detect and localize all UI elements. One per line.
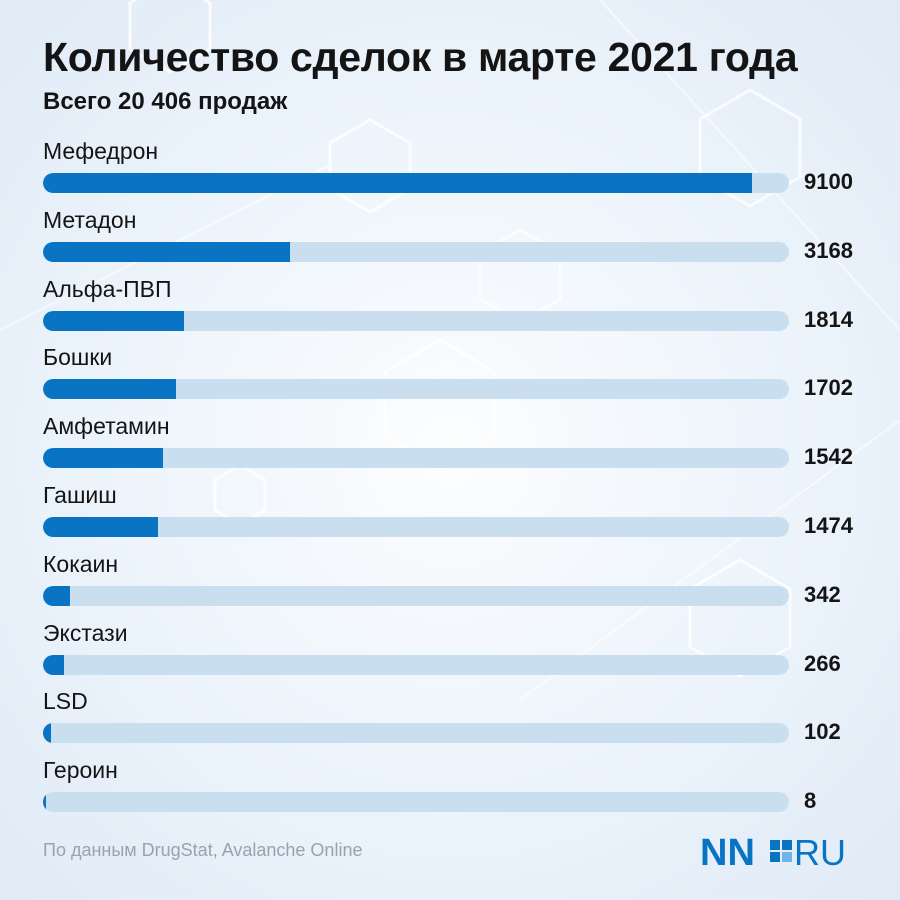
category-label: Альфа-ПВП [43, 275, 172, 302]
bar [43, 517, 158, 537]
bar-track [43, 241, 789, 262]
category-label: Амфетамин [43, 413, 170, 440]
value-label: 1814 [804, 306, 853, 332]
category-label: Экстази [43, 619, 128, 646]
value-label: 266 [804, 650, 841, 676]
value-label: 1474 [804, 513, 853, 538]
bar [43, 448, 164, 469]
bar-track [43, 173, 789, 193]
bar-track [43, 654, 789, 675]
value-label: 342 [804, 581, 841, 607]
category-label: LSD [43, 688, 88, 715]
value-label: 3168 [804, 237, 853, 263]
value-label: 1542 [804, 444, 853, 470]
category-label: Кокаин [43, 550, 119, 577]
bar-track [43, 517, 789, 537]
bar [43, 792, 46, 813]
category-label: Бошки [43, 344, 113, 371]
chart-subtitle: Всего 20 406 продаж [43, 88, 288, 115]
nn-ru-logo: NN RU [700, 832, 846, 872]
category-label: Гашиш [43, 482, 117, 508]
value-label: 102 [804, 719, 841, 745]
value-label: 9100 [804, 169, 853, 194]
bar [43, 723, 51, 744]
bar-track [43, 723, 789, 744]
category-label: Героин [43, 757, 118, 784]
svg-text:RU: RU [794, 832, 846, 872]
bar [43, 654, 64, 675]
bar [43, 585, 70, 606]
bar [43, 310, 185, 331]
bar-track [43, 310, 789, 331]
value-label: 8 [804, 788, 817, 814]
category-label: Метадон [43, 206, 137, 233]
value-label: 1702 [804, 375, 853, 401]
bar-track [43, 585, 789, 606]
bar [43, 241, 290, 262]
source-note: По данным DrugStat, Avalanche Online [43, 840, 363, 860]
bar [43, 379, 176, 400]
bar-track [43, 379, 789, 400]
category-label: Мефедрон [43, 138, 159, 164]
bar-track [43, 792, 789, 813]
bar [43, 173, 752, 193]
bar-track [43, 448, 789, 469]
svg-text:NN: NN [700, 832, 755, 872]
chart-title: Количество сделок в марте 2021 года [43, 34, 798, 80]
